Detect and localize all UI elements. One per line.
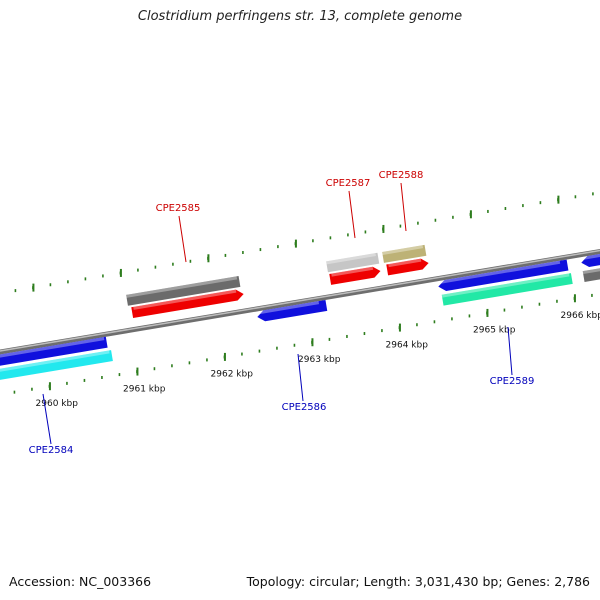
gene-feature-shine (582, 251, 600, 260)
gene-label-leader (400, 182, 407, 232)
gene-feature[interactable] (0, 336, 108, 367)
gene-feature-shine (388, 258, 422, 268)
genome-summary-text: Topology: circular; Length: 3,031,430 bp… (246, 574, 590, 589)
tick-label: 2964 kbp (386, 340, 429, 350)
gene-feature-shine (582, 264, 600, 275)
gene-feature-body (582, 264, 600, 282)
gene-feature-body (386, 258, 429, 276)
gene-feature[interactable] (580, 250, 600, 268)
gene-feature-shine (0, 337, 105, 360)
gene-feature-shine (326, 253, 376, 265)
accession-text: Accession: NC_003366 (9, 574, 152, 589)
gene-feature[interactable] (256, 300, 328, 322)
gene-feature-body (581, 250, 600, 267)
gene-label-leader (348, 190, 356, 239)
tick-label: 2963 kbp (298, 355, 341, 365)
tick-label: 2962 kbp (211, 370, 254, 380)
gene-feature-body (441, 273, 573, 306)
gene-feature-body (131, 289, 244, 319)
backbone-line (0, 248, 600, 355)
gene-labels-layer: CPE2585 CPE2587 CPE2588 CPE2584 CPE2586 CPE25… (29, 170, 535, 456)
tick-label: 2961 kbp (123, 384, 166, 394)
gene-feature-shine (133, 289, 237, 310)
gene-label[interactable]: CPE2589 (490, 376, 535, 387)
gene-feature[interactable] (582, 264, 600, 282)
gene-feature[interactable] (326, 252, 380, 273)
gene-feature[interactable] (0, 350, 113, 381)
gene-feature[interactable] (441, 273, 573, 306)
gene-label-leader (507, 326, 513, 376)
backbone-highlight (0, 249, 600, 352)
tick-labels-layer: 2960 kbp 2961 kbp 2962 kbp 2963 kbp 2964 kbp… (36, 311, 600, 409)
gene-feature[interactable] (382, 244, 427, 263)
gene-feature-body (438, 259, 569, 291)
gene-feature-shine (258, 301, 320, 315)
tick-label: 2965 kbp (473, 326, 516, 336)
gene-feature-shine (382, 245, 424, 255)
gene-feature[interactable] (131, 289, 244, 319)
gene-feature[interactable] (329, 266, 381, 285)
gene-label[interactable]: CPE2584 (29, 445, 74, 456)
gene-feature-shine (126, 276, 238, 298)
gene-feature-body (0, 350, 113, 381)
gene-features-layer (0, 244, 600, 381)
gene-feature[interactable] (126, 276, 241, 306)
genome-title: Clostridium perfringens str. 13, complet… (137, 9, 463, 24)
gene-feature[interactable] (437, 259, 569, 292)
gene-feature-shine (439, 260, 561, 284)
gene-feature-body (326, 252, 380, 273)
gene-feature-shine (441, 273, 570, 298)
gene-feature-body (329, 266, 381, 285)
gene-feature[interactable] (386, 258, 429, 276)
gene-feature-body (382, 244, 427, 263)
gene-feature-body (257, 300, 328, 322)
gene-label[interactable]: CPE2587 (326, 178, 371, 189)
gene-label[interactable]: CPE2586 (282, 402, 327, 413)
gene-label-leader (178, 215, 187, 263)
gene-label-leader (42, 393, 52, 445)
gene-feature-body (0, 336, 108, 367)
gene-label[interactable]: CPE2588 (379, 170, 424, 181)
tick-label: 2960 kbp (36, 399, 79, 409)
gene-label[interactable]: CPE2585 (156, 203, 201, 214)
genome-backbone (0, 248, 600, 355)
gene-feature-shine (0, 350, 110, 373)
minor-ticks-layer (13, 192, 594, 394)
gene-feature-shine (331, 266, 374, 277)
tick-label: 2966 kbp (561, 311, 600, 321)
gene-feature-body (126, 276, 241, 306)
gene-label-leader (297, 353, 304, 402)
